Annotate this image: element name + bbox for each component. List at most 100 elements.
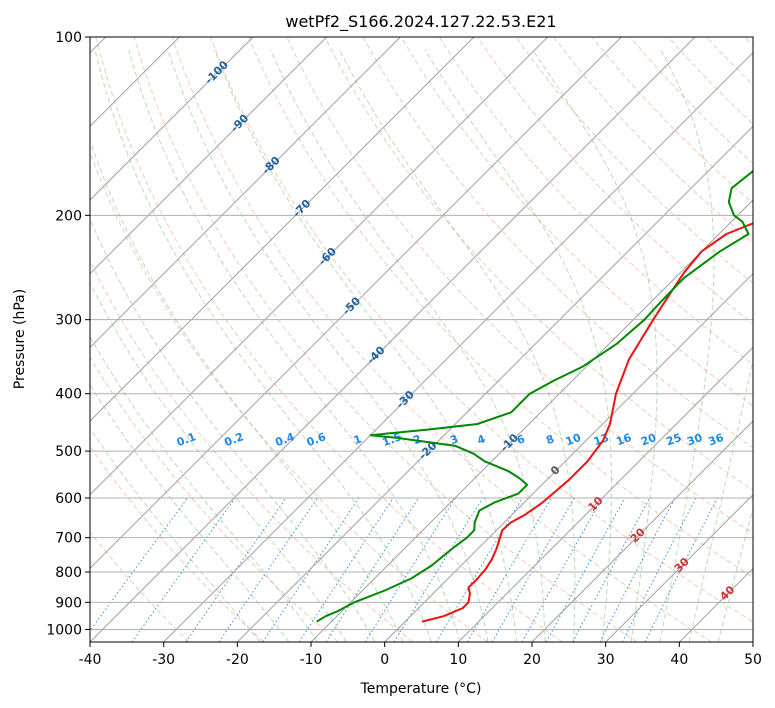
x-axis-label: Temperature (°C) [360,681,482,697]
moist-adiabat [338,49,576,642]
mixing-ratio-line [621,497,697,642]
background-lines [90,37,753,642]
dry-adiabat [248,37,753,578]
isotherm-line [531,420,753,642]
moist-adiabat [90,218,376,642]
mixing-ratio-label: 3 [448,432,460,447]
y-tick-label: 600 [55,491,82,507]
line-labels: -100-90-80-70-60-50-40-30-20 -10010203040… [175,58,738,603]
y-tick-label: 500 [55,444,82,460]
isotherm-line [310,199,753,642]
dewpoint-profile-line [316,169,753,623]
mixing-ratio-line [393,497,483,642]
moist-adiabat [128,49,461,642]
dry-adiabat [90,150,488,642]
moist-adiabat [214,49,517,642]
isotherm-line [90,37,696,642]
x-tick-label: -10 [300,652,323,668]
moist-adiabat [688,357,753,642]
moist-adiabat [94,49,432,642]
moist-adiabat [424,49,612,642]
isotherm-line [678,567,753,642]
moist-adiabat [90,138,404,642]
dry-adiabat [90,531,190,642]
mixing-ratio-label: 0.4 [273,430,296,449]
dry-adiabat [668,37,753,125]
isotherm-label: 10 [586,494,606,514]
mixing-ratio-line [572,497,651,642]
y-tick-label: 200 [55,208,82,224]
mixing-ratio-line [599,497,676,642]
mixing-ratio-line [131,497,236,642]
x-tick-label: 50 [744,652,762,668]
moist-adiabat [717,506,753,642]
mixing-ratio-label: 25 [664,431,683,448]
dry-adiabat [591,37,753,204]
x-tick-label: 20 [523,652,541,668]
data-series [316,169,753,623]
mixing-ratio-label: 0.2 [223,430,246,449]
dry-adiabat [95,37,563,642]
dry-adiabat [362,37,753,449]
dry-adiabat [90,445,264,642]
moist-adiabat [532,49,658,642]
dry-adiabat [133,37,638,642]
mixing-ratio-label: 8 [544,432,556,447]
dry-adiabat [706,37,753,86]
y-tick-label: 400 [55,387,82,403]
chart-title: wetPf2_S166.2024.127.22.53.E21 [285,12,556,32]
x-tick-label: 30 [597,652,615,668]
mixing-ratio-label: 1 [352,432,364,447]
mixing-ratio-label: 1.5 [381,430,404,449]
x-tick-label: 40 [670,652,688,668]
mixing-ratio-label: 13 [592,431,611,448]
isotherm-line [90,37,475,422]
moist-adiabat [270,49,546,642]
mixing-ratio-label: 0.1 [175,430,198,449]
mixing-ratio-label: 10 [564,431,583,449]
axis-ticks: -40 -30 -20 -10 0 10 20 30 40 5010020030040050060… [46,30,762,668]
dry-adiabat [210,37,753,623]
x-tick-label: -30 [152,652,175,668]
moist-adiabat [90,335,319,642]
dry-adiabat [400,37,753,407]
isotherm-line [90,37,622,570]
dry-adiabat [477,37,753,325]
isotherm-line [163,51,753,642]
temperature-profile-line [421,222,753,623]
y-tick-label: 100 [55,30,82,46]
dry-adiabat [90,356,339,642]
isotherm-line [236,125,753,642]
moist-adiabat [90,427,261,642]
mixing-ratio-line [364,497,456,642]
y-tick-label: 300 [55,313,82,329]
mixing-ratio-line [262,497,360,642]
mixing-ratio-label: 20 [639,431,658,449]
y-tick-label: 800 [55,565,82,581]
mixing-ratio-label: 6 [515,432,527,447]
moist-adiabat [167,49,489,642]
x-tick-label: -20 [226,652,249,668]
plot-frame [89,36,754,643]
isotherm-line [605,493,753,642]
x-tick-label: 10 [449,652,467,668]
isotherm-line [90,37,328,275]
dry-adiabat [90,259,414,642]
isotherm-line [384,272,753,642]
dry-adiabat [324,37,753,491]
y-tick-label: 700 [55,531,82,547]
mixing-ratio-label: 4 [476,432,488,447]
mixing-ratio-line [545,497,626,642]
dry-adiabat [171,37,712,642]
isotherm-line [457,346,753,642]
x-tick-label: -40 [79,652,102,668]
mixing-ratio-line [325,497,419,642]
mixing-ratio-label: 30 [685,431,704,449]
moist-adiabat [90,281,347,642]
mixing-ratio-label: 0.6 [305,430,328,449]
y-tick-label: 1000 [46,622,82,638]
dry-adiabat [515,37,753,284]
x-tick-label: 0 [380,652,389,668]
dry-adiabat [629,37,753,165]
dry-adiabat [744,37,753,47]
